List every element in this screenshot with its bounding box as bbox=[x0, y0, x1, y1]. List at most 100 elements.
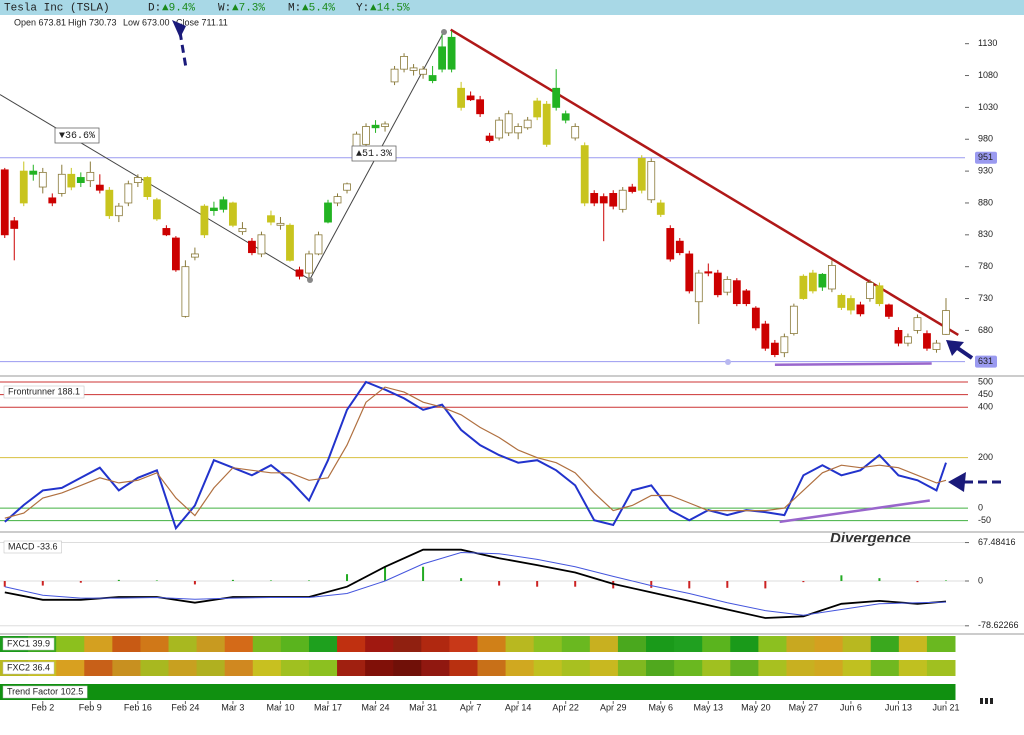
y-tick-label: 980 bbox=[978, 134, 993, 144]
candle-body bbox=[419, 68, 427, 75]
candle-body bbox=[599, 196, 608, 204]
candle-body bbox=[504, 113, 513, 134]
panel-label: Frontrunner 188.1 bbox=[8, 386, 80, 396]
candle-body bbox=[552, 87, 561, 108]
histogram-bar bbox=[117, 579, 120, 582]
histogram-bar bbox=[269, 580, 272, 582]
candle-body bbox=[923, 333, 931, 349]
candle-body bbox=[561, 113, 570, 121]
candle-body bbox=[542, 103, 551, 145]
x-tick-label: Feb 16 bbox=[124, 702, 152, 712]
y-tick-label: 880 bbox=[978, 197, 993, 207]
histogram-bar bbox=[802, 581, 805, 583]
candle-body bbox=[628, 186, 637, 192]
x-tick-label: Jun 6 bbox=[840, 702, 862, 712]
candle-body bbox=[400, 56, 408, 70]
x-tick-label: Apr 7 bbox=[460, 702, 482, 712]
y-tick-label: 1080 bbox=[978, 70, 998, 80]
candle-body bbox=[942, 310, 950, 335]
candle-body bbox=[533, 100, 542, 118]
heat-cell bbox=[561, 660, 591, 676]
candle-body bbox=[143, 177, 152, 197]
x-tick-label: Mar 10 bbox=[266, 702, 294, 712]
heat-cell bbox=[814, 660, 844, 676]
heat-cell bbox=[870, 660, 900, 676]
candle-body bbox=[267, 215, 275, 223]
candle-body bbox=[295, 269, 304, 277]
candle-body bbox=[457, 87, 466, 108]
candle-body bbox=[152, 199, 161, 220]
x-tick-label: May 6 bbox=[649, 702, 674, 712]
candle-body bbox=[894, 329, 903, 344]
histogram-bar bbox=[41, 581, 44, 586]
candle-body bbox=[523, 119, 532, 129]
candle-body bbox=[685, 253, 694, 292]
candle-body bbox=[751, 307, 760, 329]
histogram-bar bbox=[726, 581, 729, 588]
candle-body bbox=[29, 170, 38, 175]
ticker-title: Tesla Inc (TSLA) bbox=[4, 2, 110, 14]
candle-body bbox=[428, 75, 437, 82]
candle-body bbox=[780, 336, 789, 354]
candle-body bbox=[171, 237, 180, 271]
x-tick-label: Apr 29 bbox=[600, 702, 627, 712]
change-value: ▲9.4% bbox=[162, 2, 195, 14]
panel-label: FXC2 36.4 bbox=[7, 662, 50, 672]
x-tick-label: May 20 bbox=[741, 702, 771, 712]
pivot-dot bbox=[725, 359, 731, 365]
x-tick-label: Mar 17 bbox=[314, 702, 342, 712]
header-bar bbox=[0, 0, 1024, 15]
histogram-bar bbox=[916, 581, 919, 583]
heat-cell bbox=[140, 636, 170, 652]
histogram-bar bbox=[79, 581, 82, 583]
candle-body bbox=[381, 123, 389, 127]
heat-cell bbox=[842, 660, 872, 676]
candle-body bbox=[666, 228, 675, 260]
heat-cell bbox=[252, 660, 282, 676]
candle-body bbox=[837, 294, 846, 308]
candle-body bbox=[514, 126, 523, 134]
candle-body bbox=[675, 240, 684, 254]
heat-cell bbox=[84, 636, 113, 652]
heat-cell bbox=[168, 660, 198, 676]
histogram-bar bbox=[688, 581, 691, 589]
candle-body bbox=[57, 173, 66, 194]
candle-body bbox=[257, 234, 266, 255]
candle-body bbox=[229, 202, 237, 226]
candle-body bbox=[856, 304, 865, 315]
candle-body bbox=[181, 266, 190, 317]
candle-body bbox=[124, 183, 133, 204]
arrow bbox=[948, 472, 1004, 492]
x-tick-label: Apr 14 bbox=[505, 702, 532, 712]
menu-icon[interactable] bbox=[980, 698, 983, 704]
histogram-bar bbox=[422, 566, 425, 582]
candle-body bbox=[0, 169, 9, 236]
heat-cell bbox=[702, 660, 731, 676]
panel-label: FXC1 39.9 bbox=[7, 638, 50, 648]
pivot-dot bbox=[307, 277, 313, 283]
candle-body bbox=[476, 99, 485, 115]
heat-cell bbox=[842, 636, 872, 652]
x-tick-label: Jun 13 bbox=[885, 702, 912, 712]
candle-body bbox=[95, 184, 104, 191]
histogram-bar bbox=[231, 579, 234, 582]
y-tick-label: 680 bbox=[978, 325, 993, 335]
menu-icon[interactable] bbox=[990, 698, 993, 704]
arrow bbox=[946, 340, 974, 360]
heat-cell bbox=[112, 636, 141, 652]
heat-cell bbox=[505, 660, 535, 676]
change-value: ▲7.3% bbox=[232, 2, 265, 14]
macd-line bbox=[4, 551, 947, 616]
change-value: ▲14.5% bbox=[370, 2, 410, 14]
x-tick-label: Jun 21 bbox=[932, 702, 959, 712]
menu-icon[interactable] bbox=[985, 698, 988, 704]
heat-cell bbox=[56, 660, 85, 676]
heat-cell bbox=[505, 636, 535, 652]
heat-cell bbox=[533, 660, 563, 676]
histogram-bar bbox=[193, 581, 196, 585]
y-tick-label: -50 bbox=[978, 515, 991, 525]
indicator-line bbox=[4, 380, 947, 531]
heat-cell bbox=[758, 636, 787, 652]
candle-body bbox=[913, 317, 922, 331]
y-tick-label: 400 bbox=[978, 402, 993, 412]
